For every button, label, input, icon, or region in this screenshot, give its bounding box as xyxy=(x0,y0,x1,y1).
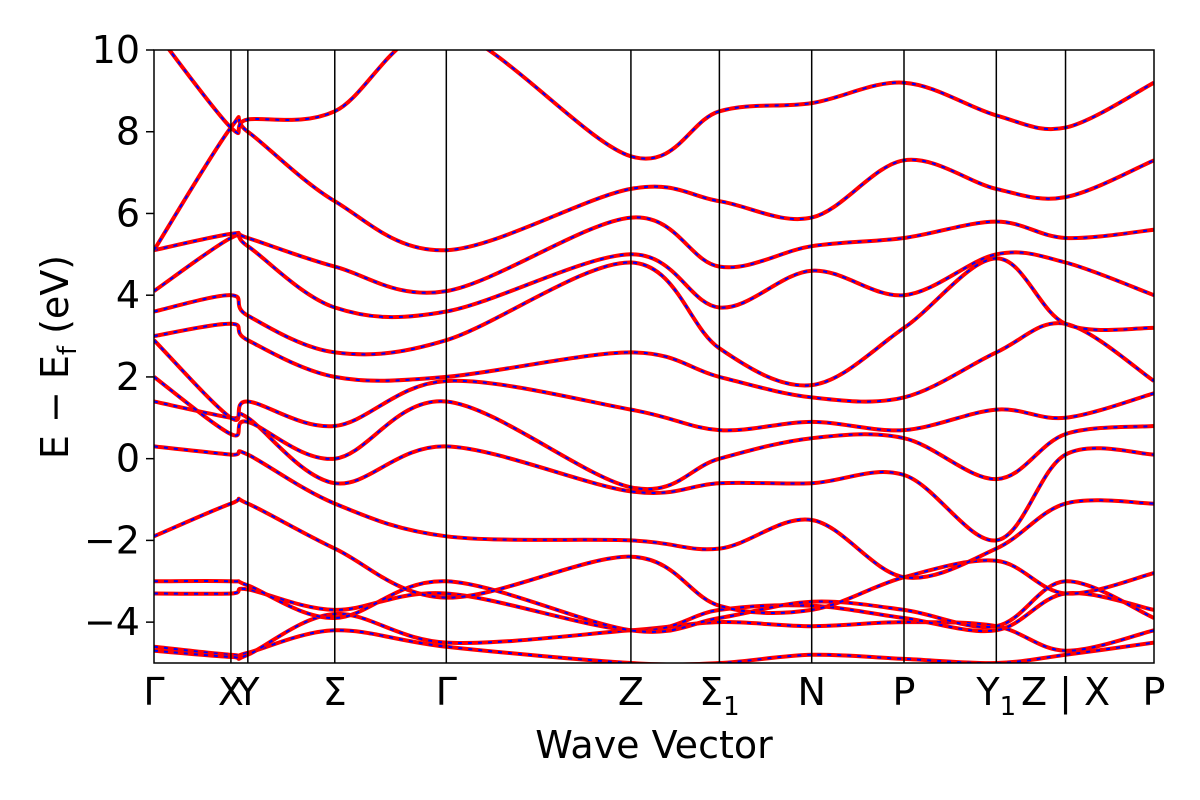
y-tick-label-8: −4 xyxy=(84,600,140,644)
band-line-overlay-8 xyxy=(154,375,1154,491)
band-line-overlay-12 xyxy=(154,232,1154,320)
band-line-overlay-5 xyxy=(154,496,1154,616)
x-axis-label: Wave Vector xyxy=(535,723,773,767)
band-line-reference-12 xyxy=(154,233,1154,319)
y-tick-label-5: 2 xyxy=(116,355,140,399)
band-line-reference-14 xyxy=(154,116,1154,252)
band-line-reference-5 xyxy=(154,497,1154,615)
band-line-overlay-10 xyxy=(154,321,1154,404)
kpoint-label-9: P xyxy=(893,670,916,714)
band-line-reference-11 xyxy=(154,257,1154,387)
band-line-reference-8 xyxy=(154,376,1154,490)
kpoint-label-3: Y xyxy=(235,670,260,714)
band-line-overlay-14 xyxy=(154,115,1154,253)
kpoint-label-8: N xyxy=(797,670,825,714)
y-tick-label-3: 6 xyxy=(116,191,140,235)
band-line-reference-15 xyxy=(168,50,1154,160)
y-tick-label-2: 8 xyxy=(116,110,140,154)
band-line-reference-4 xyxy=(154,579,1154,633)
y-axis-label: E − Ef (eV) xyxy=(33,255,83,459)
kpoint-label-4: Σ xyxy=(323,670,347,714)
y-tick-label-6: 0 xyxy=(116,437,140,481)
y-tick-label-1: 10 xyxy=(92,28,140,72)
band-line-overlay-15 xyxy=(166,50,1154,161)
plot-frame xyxy=(153,49,1155,664)
y-tick-label-7: −2 xyxy=(84,518,140,562)
band-line-reference-3 xyxy=(154,587,1154,633)
band-lines xyxy=(154,50,1154,663)
kpoint-label-11: Z | X xyxy=(1021,670,1110,715)
y-axis-label-main: E − E xyxy=(33,355,77,459)
high-symmetry-lines xyxy=(230,50,1067,663)
y-axis-label-unit: (eV) xyxy=(33,255,77,346)
kpoint-label-7: Σ1 xyxy=(699,670,740,722)
kpoint-label-2: X xyxy=(218,670,244,714)
kpoint-label-6: Z xyxy=(618,670,644,714)
band-line-reference-7 xyxy=(154,400,1154,542)
kpoint-label-1: Γ xyxy=(143,670,164,714)
y-axis-ticks: 10 8 6 4 2 0 −2 −4 xyxy=(84,28,154,644)
kpoint-label-10: Y1 xyxy=(975,670,1016,722)
kpoint-label-12: P xyxy=(1143,670,1166,714)
kpoint-label-5: Γ xyxy=(436,670,457,714)
y-axis-label-sub: f xyxy=(53,345,83,355)
band-line-reference-1 xyxy=(154,629,1154,663)
y-tick-label-4: 4 xyxy=(116,273,140,317)
x-axis-kpoint-labels: Γ XY Σ Γ Z Σ1 N P Y1 Z | X P xyxy=(143,670,1165,722)
band-line-reference-10 xyxy=(154,322,1154,403)
